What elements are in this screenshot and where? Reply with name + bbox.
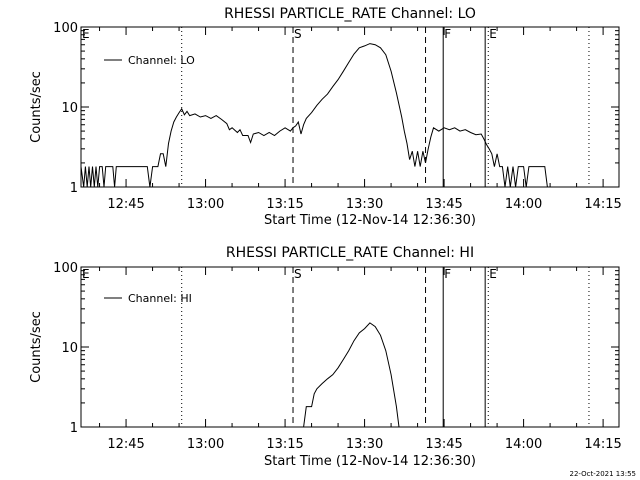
panel-2-marker-label-f: F <box>444 267 451 281</box>
panel-1-x-tick-label: 13:00 <box>187 197 224 212</box>
generated-timestamp: 22-Oct-2021 13:55 <box>569 470 636 478</box>
panel-2-marker-label-e: E <box>489 267 497 281</box>
panel-1-x-tick-label: 13:30 <box>346 197 383 212</box>
panel-2-x-tick-label: 14:15 <box>584 437 621 452</box>
panel-2-plot-frame <box>80 266 620 428</box>
panel-2-x-tick-label: 14:00 <box>505 437 542 452</box>
panel-2-x-tick-label: 13:45 <box>425 437 462 452</box>
panel-1-series-line-1 <box>80 43 548 188</box>
panel-1-plot-frame <box>80 26 620 188</box>
panel-2-marker-label-s: S <box>294 267 302 281</box>
panel-2-x-tick-label: 12:45 <box>107 437 144 452</box>
panel-2-y-axis-label: Counts/sec <box>29 311 44 383</box>
panel-2-y-tick-label: 1 <box>70 421 78 436</box>
panel-2-legend-label: Channel: HI <box>128 292 192 305</box>
panel-1-legend-label: Channel: LO <box>128 54 195 67</box>
panel-1-chart-title: RHESSI PARTICLE_RATE Channel: LO <box>224 6 476 22</box>
panel-1-y-tick-label: 100 <box>53 21 78 36</box>
panel-2-x-axis-label: Start Time (12-Nov-14 12:36:30) <box>264 454 476 469</box>
panel-1-x-tick-label: 12:45 <box>107 197 144 212</box>
panel-2-x-tick-label: 13:30 <box>346 437 383 452</box>
panel-2-y-tick-label: 10 <box>61 341 78 356</box>
panel-1-x-tick-label: 13:45 <box>425 197 462 212</box>
panel-2-marker-label-e: E <box>82 267 90 281</box>
panel-1-y-tick-label: 10 <box>61 101 78 116</box>
panel-1-marker-label-s: S <box>294 27 302 41</box>
panel-1-y-tick-label: 1 <box>70 181 78 196</box>
panel-1-x-axis-label: Start Time (12-Nov-14 12:36:30) <box>264 213 476 228</box>
panel-2-x-tick-label: 13:00 <box>187 437 224 452</box>
panel-2-series-line-1 <box>303 322 400 428</box>
panel-1-marker-label-e: E <box>489 27 497 41</box>
panel-1-x-tick-label: 14:00 <box>505 197 542 212</box>
panel-1-x-tick-label: 14:15 <box>584 197 621 212</box>
panel-2-y-tick-label: 100 <box>53 261 78 276</box>
panel-1-x-tick-label: 13:15 <box>266 197 303 212</box>
panel-1-marker-label-e: E <box>82 27 90 41</box>
panel-1-marker-label-f: F <box>444 27 451 41</box>
panel-1-y-axis-label: Counts/sec <box>29 71 44 143</box>
panel-2-x-tick-label: 13:15 <box>266 437 303 452</box>
panel-2-chart-title: RHESSI PARTICLE_RATE Channel: HI <box>226 245 474 261</box>
